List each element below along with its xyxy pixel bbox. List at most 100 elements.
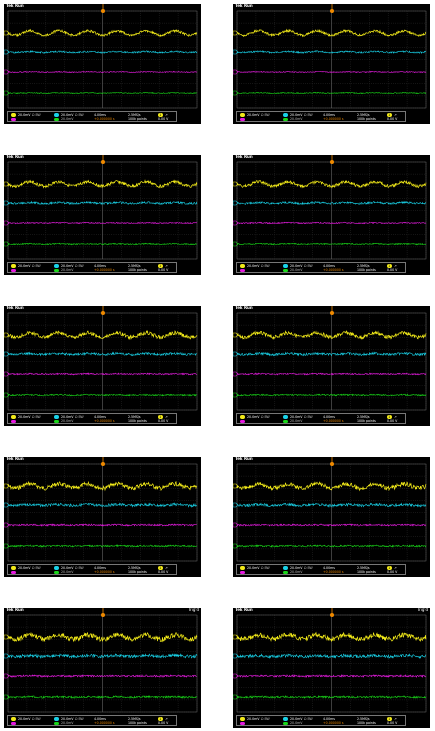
readout-bar: 20.0mV Ω BW 20.0mV Ω BW 20.0mV 4.00ms +0.00000… — [236, 715, 406, 726]
waveform-display — [233, 608, 427, 713]
brand-run-status: Tek Run — [6, 306, 24, 310]
sample-rate: 2.5MS/s — [128, 112, 141, 117]
ch1-badge — [240, 264, 245, 268]
channel-4-ground-marker — [233, 694, 239, 700]
ch3-trace — [7, 372, 198, 376]
ch2-coupling: Ω BW — [75, 414, 84, 419]
timebase: 4.00ms — [323, 565, 335, 570]
ch4-trace — [236, 544, 427, 548]
ch1-scale: 20.0mV — [18, 263, 31, 268]
brand-run-status: Tek Run — [235, 4, 253, 8]
trigger-slope-icon: ↗ — [165, 263, 168, 268]
ch1-badge — [240, 566, 245, 570]
ch2-coupling: Ω BW — [304, 112, 313, 117]
ch2-badge — [54, 717, 59, 721]
ch4-scale: 20.0mV — [61, 268, 74, 272]
oscilloscope-screen: Tek Run 20.0mV Ω BW 20.0mV Ω BW 20.0mV 4.00ms +… — [233, 306, 430, 426]
ch2-scale: 20.0mV — [290, 716, 303, 721]
ch4-badge — [283, 268, 288, 272]
ch1-trace — [236, 330, 427, 340]
ch4-trace — [7, 695, 198, 700]
oscilloscope-screen: Tek Run 20.0mV Ω BW 20.0mV Ω BW 20.0mV 4.00ms +… — [233, 4, 430, 124]
ch2-badge — [283, 264, 288, 268]
ch3-badge — [240, 419, 245, 423]
ch1-badge — [240, 415, 245, 419]
trigger-slope-icon: ↗ — [165, 112, 168, 117]
ch1-coupling: Ω BW — [261, 716, 270, 721]
horizontal-delay: +0.000000 s — [94, 268, 115, 272]
channel-3-ground-marker — [233, 522, 239, 528]
oscilloscope-screen: Tek Run 20.0mV Ω BW 20.0mV Ω BW 20.0mV 4.00ms +… — [4, 4, 201, 124]
ch4-badge — [54, 721, 59, 725]
channel-2-ground-marker — [233, 49, 239, 55]
channel-1-ground-marker — [4, 181, 10, 187]
brand-run-status: Tek Run — [6, 608, 24, 612]
readout-bar: 20.0mV Ω BW 20.0mV Ω BW 20.0mV 4.00ms +0.00000… — [236, 564, 406, 575]
record-length: 100k points — [128, 721, 147, 725]
ch3-badge — [11, 721, 16, 725]
waveform-display — [233, 306, 427, 411]
channel-3-ground-marker — [4, 220, 10, 226]
readout-bar: 20.0mV Ω BW 20.0mV Ω BW 20.0mV 4.00ms +0.00000… — [236, 413, 406, 424]
ch1-scale: 20.0mV — [247, 565, 260, 570]
ch3-trace — [7, 221, 198, 225]
ch1-trace — [236, 631, 427, 643]
sample-rate: 2.5MS/s — [357, 565, 370, 570]
waveform-display — [4, 306, 198, 411]
ch1-trace — [236, 481, 427, 492]
ch3-trace — [236, 673, 427, 679]
waveform-display — [233, 4, 427, 109]
timebase: 4.00ms — [323, 414, 335, 419]
timebase: 4.00ms — [94, 112, 106, 117]
ch4-trace — [236, 695, 427, 699]
ch1-coupling: Ω BW — [32, 414, 41, 419]
ch1-coupling: Ω BW — [261, 112, 270, 117]
ch3-trace — [7, 70, 198, 74]
record-length: 100k points — [357, 721, 376, 725]
trigger-status: Trig'd — [188, 608, 199, 612]
channel-3-ground-marker — [4, 69, 10, 75]
ch4-scale: 20.0mV — [290, 570, 303, 574]
trigger-source: 1 — [159, 112, 162, 117]
ch2-trace — [7, 653, 198, 659]
ch4-badge — [283, 721, 288, 725]
ch3-badge — [11, 570, 16, 574]
ch1-scale: 20.0mV — [18, 716, 31, 721]
ch1-scale: 20.0mV — [18, 565, 31, 570]
ch1-scale: 20.0mV — [18, 414, 31, 419]
channel-1-ground-marker — [4, 332, 10, 338]
trigger-level: 0.00 V — [387, 268, 398, 272]
trigger-source: 1 — [388, 414, 391, 419]
ch4-badge — [54, 419, 59, 423]
oscilloscope-screen: Tek Run 20.0mV Ω BW 20.0mV Ω BW 20.0mV 4.00ms +… — [4, 155, 201, 275]
channel-2-ground-marker — [233, 653, 239, 659]
channel-1-ground-marker — [233, 30, 239, 36]
channel-1-ground-marker — [233, 483, 239, 489]
ch3-trace — [236, 523, 427, 527]
ch1-badge — [11, 717, 16, 721]
channel-4-ground-marker — [233, 392, 239, 398]
ch1-scale: 20.0mV — [18, 112, 31, 117]
ch4-badge — [54, 268, 59, 272]
ch2-coupling: Ω BW — [75, 716, 84, 721]
ch1-scale: 20.0mV — [247, 112, 260, 117]
readout-bar: 20.0mV Ω BW 20.0mV Ω BW 20.0mV 4.00ms +0.00000… — [236, 262, 406, 273]
sample-rate: 2.5MS/s — [128, 565, 141, 570]
trigger-level: 0.00 V — [387, 721, 398, 725]
ch4-scale: 20.0mV — [61, 419, 74, 423]
channel-2-ground-marker — [233, 351, 239, 357]
trigger-slope-icon: ↗ — [165, 716, 168, 721]
oscilloscope-screen: Tek Run 20.0mV Ω BW 20.0mV Ω BW 20.0mV 4.00ms +… — [233, 155, 430, 275]
ch2-scale: 20.0mV — [61, 565, 74, 570]
channel-1-ground-marker — [233, 332, 239, 338]
trigger-level: 0.00 V — [158, 721, 169, 725]
trigger-source-badge — [387, 264, 392, 268]
sample-rate: 2.5MS/s — [357, 414, 370, 419]
ch1-scale: 20.0mV — [247, 263, 260, 268]
ch2-badge — [54, 113, 59, 117]
ch4-trace — [7, 544, 198, 548]
ch1-badge — [11, 566, 16, 570]
trigger-source-badge — [158, 113, 163, 117]
channel-2-ground-marker — [4, 351, 10, 357]
ch1-coupling: Ω BW — [32, 716, 41, 721]
